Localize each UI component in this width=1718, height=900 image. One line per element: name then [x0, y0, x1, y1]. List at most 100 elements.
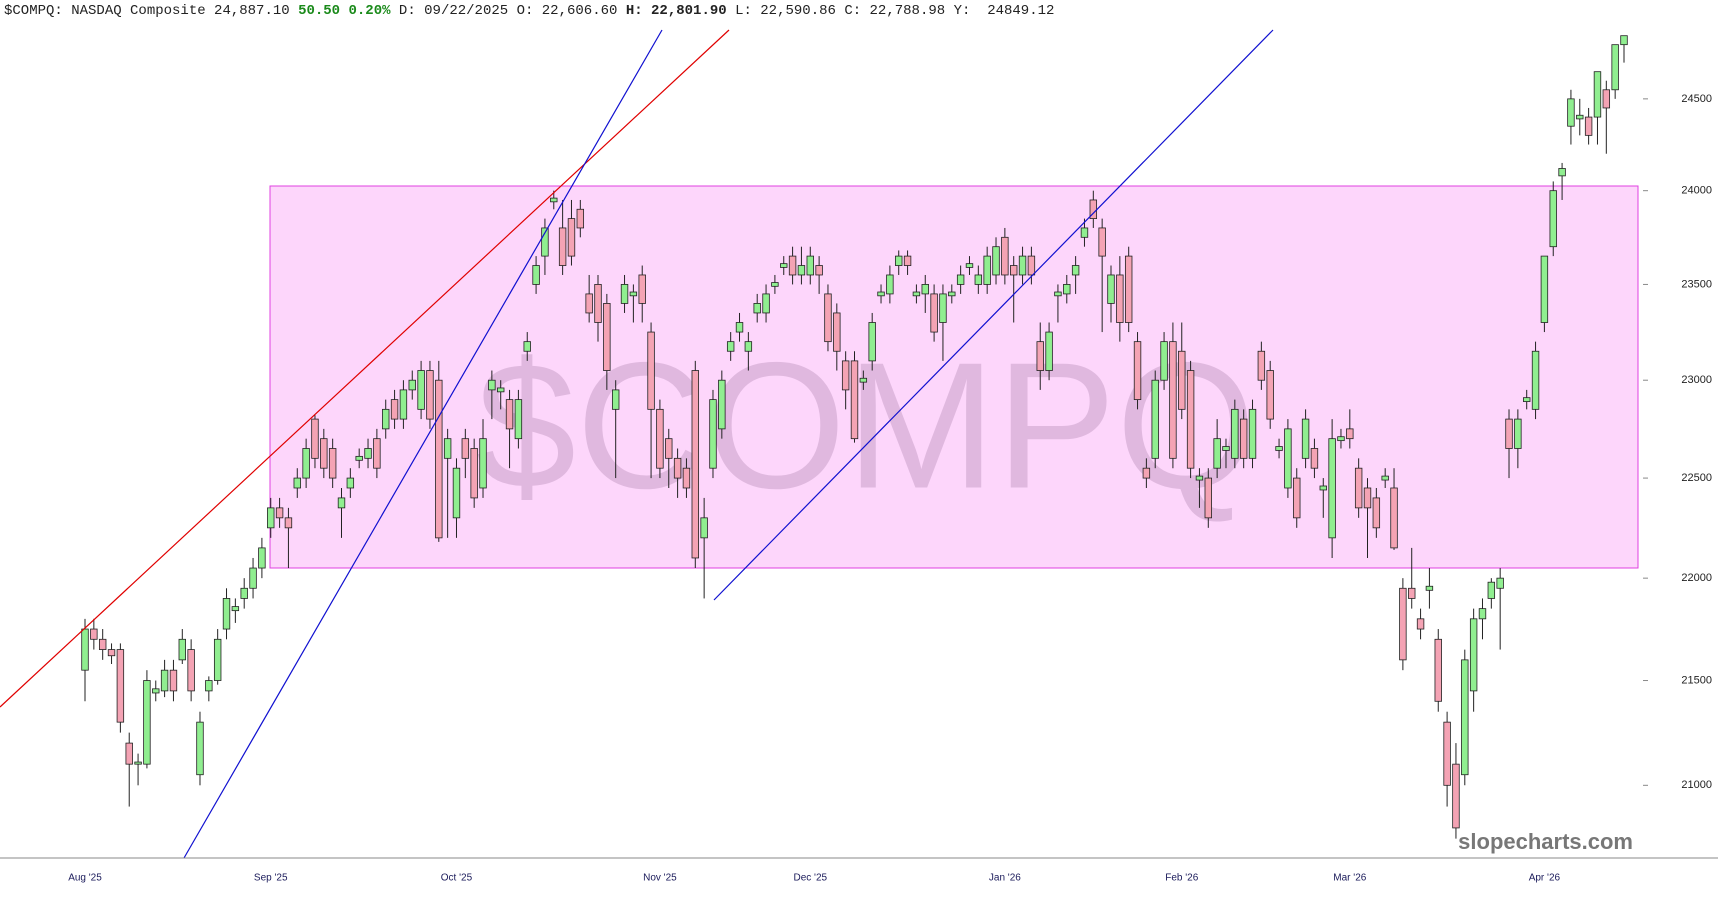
candle-body — [1328, 438, 1336, 539]
x-tick-label: Jan '26 — [989, 873, 1021, 884]
candle-body — [974, 274, 983, 285]
trend-line — [0, 29, 730, 708]
field-value: 22,801.90 — [651, 3, 727, 19]
candle-body — [992, 246, 1000, 276]
candle-body — [939, 293, 947, 323]
candle-body — [541, 227, 549, 257]
candle-body — [1514, 418, 1522, 449]
last: 24,887.10 — [214, 3, 290, 19]
candle-body — [470, 448, 478, 499]
candle-body — [1001, 236, 1009, 276]
candle-body — [1469, 618, 1478, 692]
symbol: $COMPQ: — [4, 3, 63, 19]
candle-body — [1142, 467, 1151, 479]
candle-body — [505, 399, 514, 430]
candle-body — [647, 331, 655, 410]
y-tick-label: 21500 — [1681, 674, 1712, 686]
field-value: 22,788.98 — [869, 3, 946, 19]
candle-body — [576, 208, 585, 229]
y-tick-label: 22500 — [1681, 472, 1712, 484]
candle-body — [258, 547, 266, 569]
candle-body — [1558, 168, 1566, 177]
x-tick-label: Aug '25 — [68, 873, 102, 884]
candle-body — [107, 649, 116, 657]
candle-body — [1434, 638, 1442, 702]
candle-body — [1408, 587, 1416, 599]
candle-body — [90, 628, 98, 640]
candle-body — [1036, 341, 1044, 371]
candle-body — [620, 284, 629, 304]
candle-body — [240, 587, 248, 599]
candle-body — [1310, 448, 1319, 469]
name: NASDAQ Composite — [71, 3, 206, 19]
x-tick-label: Sep '25 — [254, 873, 288, 884]
candle-body — [594, 284, 602, 323]
candle-body — [850, 360, 859, 440]
candle-body — [293, 477, 301, 489]
candle-body — [797, 265, 806, 276]
candle-body — [1275, 446, 1283, 451]
candle-body — [222, 598, 231, 630]
brand: slopecharts.com — [1458, 829, 1633, 854]
candles — [81, 35, 1628, 839]
y-tick-label: 24000 — [1681, 185, 1712, 197]
candle-body — [886, 274, 894, 295]
candle-body — [81, 628, 89, 671]
candle-body — [930, 293, 938, 333]
candle-body — [948, 291, 956, 297]
candle-body — [382, 408, 390, 430]
x-tick-label: Mar '26 — [1333, 873, 1366, 884]
candle-body — [1425, 585, 1434, 591]
candle-body — [903, 255, 912, 266]
candle-body — [1416, 618, 1425, 630]
candle-body — [567, 218, 576, 257]
field-label: C: — [844, 3, 862, 19]
candle-body — [231, 606, 240, 612]
candle-body — [1178, 350, 1186, 410]
candle-body — [771, 282, 779, 287]
candle-body — [267, 507, 275, 529]
candle-body — [709, 399, 717, 469]
candle-body — [585, 293, 593, 314]
candle-body — [205, 680, 213, 692]
candle-body — [213, 638, 222, 681]
candle-body — [275, 507, 284, 519]
candle-body — [912, 291, 921, 297]
candle-body — [700, 517, 708, 539]
field-label: Y: — [953, 3, 971, 19]
candle-body — [1116, 274, 1124, 323]
field-value: 22,606.60 — [541, 3, 618, 19]
candle-body — [169, 669, 178, 692]
candle-body — [1107, 274, 1115, 304]
candle-body — [895, 255, 903, 266]
candle-body — [833, 312, 841, 352]
candle-body — [1239, 418, 1248, 459]
candle-body — [877, 291, 885, 297]
candle-body — [1567, 98, 1575, 127]
range-box — [269, 185, 1639, 569]
candle-body — [337, 497, 346, 509]
candle-body — [1010, 265, 1018, 276]
candle-body — [868, 322, 876, 362]
candle-body — [718, 379, 726, 430]
candle-body — [1611, 44, 1619, 91]
candle-body — [983, 255, 991, 285]
candle-body — [178, 638, 186, 661]
candle-body — [965, 263, 974, 268]
candle-body — [1452, 763, 1460, 829]
candle-body — [1381, 475, 1389, 481]
y-tick-label: 21000 — [1681, 779, 1712, 791]
candle-body — [143, 680, 151, 765]
candle-body — [1576, 114, 1584, 120]
candle-body — [1160, 341, 1168, 381]
candle-body — [1186, 370, 1195, 469]
candle-body — [1045, 331, 1053, 371]
candle-body — [1204, 477, 1212, 519]
candle-body — [98, 638, 107, 650]
candle-body — [302, 448, 310, 479]
candle-body — [134, 761, 142, 765]
candle-body — [523, 341, 531, 352]
candle-body — [1390, 487, 1398, 549]
candle-body — [408, 379, 416, 391]
candle-body — [735, 322, 744, 333]
